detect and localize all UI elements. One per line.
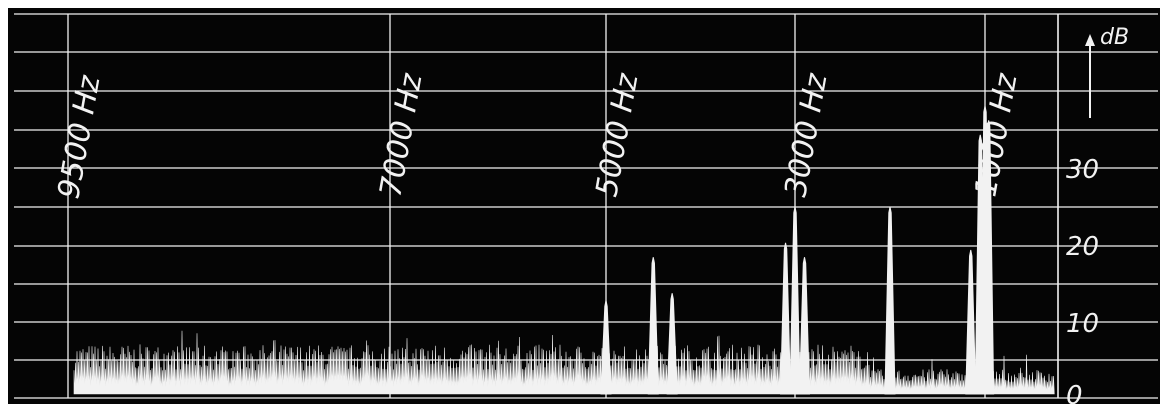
db-axis-unit: dB: [1085, 25, 1129, 118]
db-arrow-head: [1085, 34, 1095, 46]
peak-17: [798, 257, 811, 395]
spectrum-peaks: [600, 105, 995, 395]
peak-25: [983, 120, 995, 395]
db-tick-1: 10: [1066, 309, 1099, 339]
peak-11: [647, 257, 659, 395]
peak-16: [789, 206, 801, 395]
peak-12: [666, 293, 678, 395]
peak-19: [884, 206, 896, 395]
peak-15: [780, 242, 792, 395]
peak-22: [965, 249, 977, 395]
db-tick-0: 0: [1066, 381, 1083, 410]
db-tick-2: 20: [1066, 232, 1099, 262]
db-tick-labels: 0 10 20 30: [1066, 155, 1099, 410]
peak-9: [600, 300, 612, 395]
db-tick-3: 30: [1066, 155, 1099, 185]
ylabel: dB: [1100, 25, 1129, 50]
